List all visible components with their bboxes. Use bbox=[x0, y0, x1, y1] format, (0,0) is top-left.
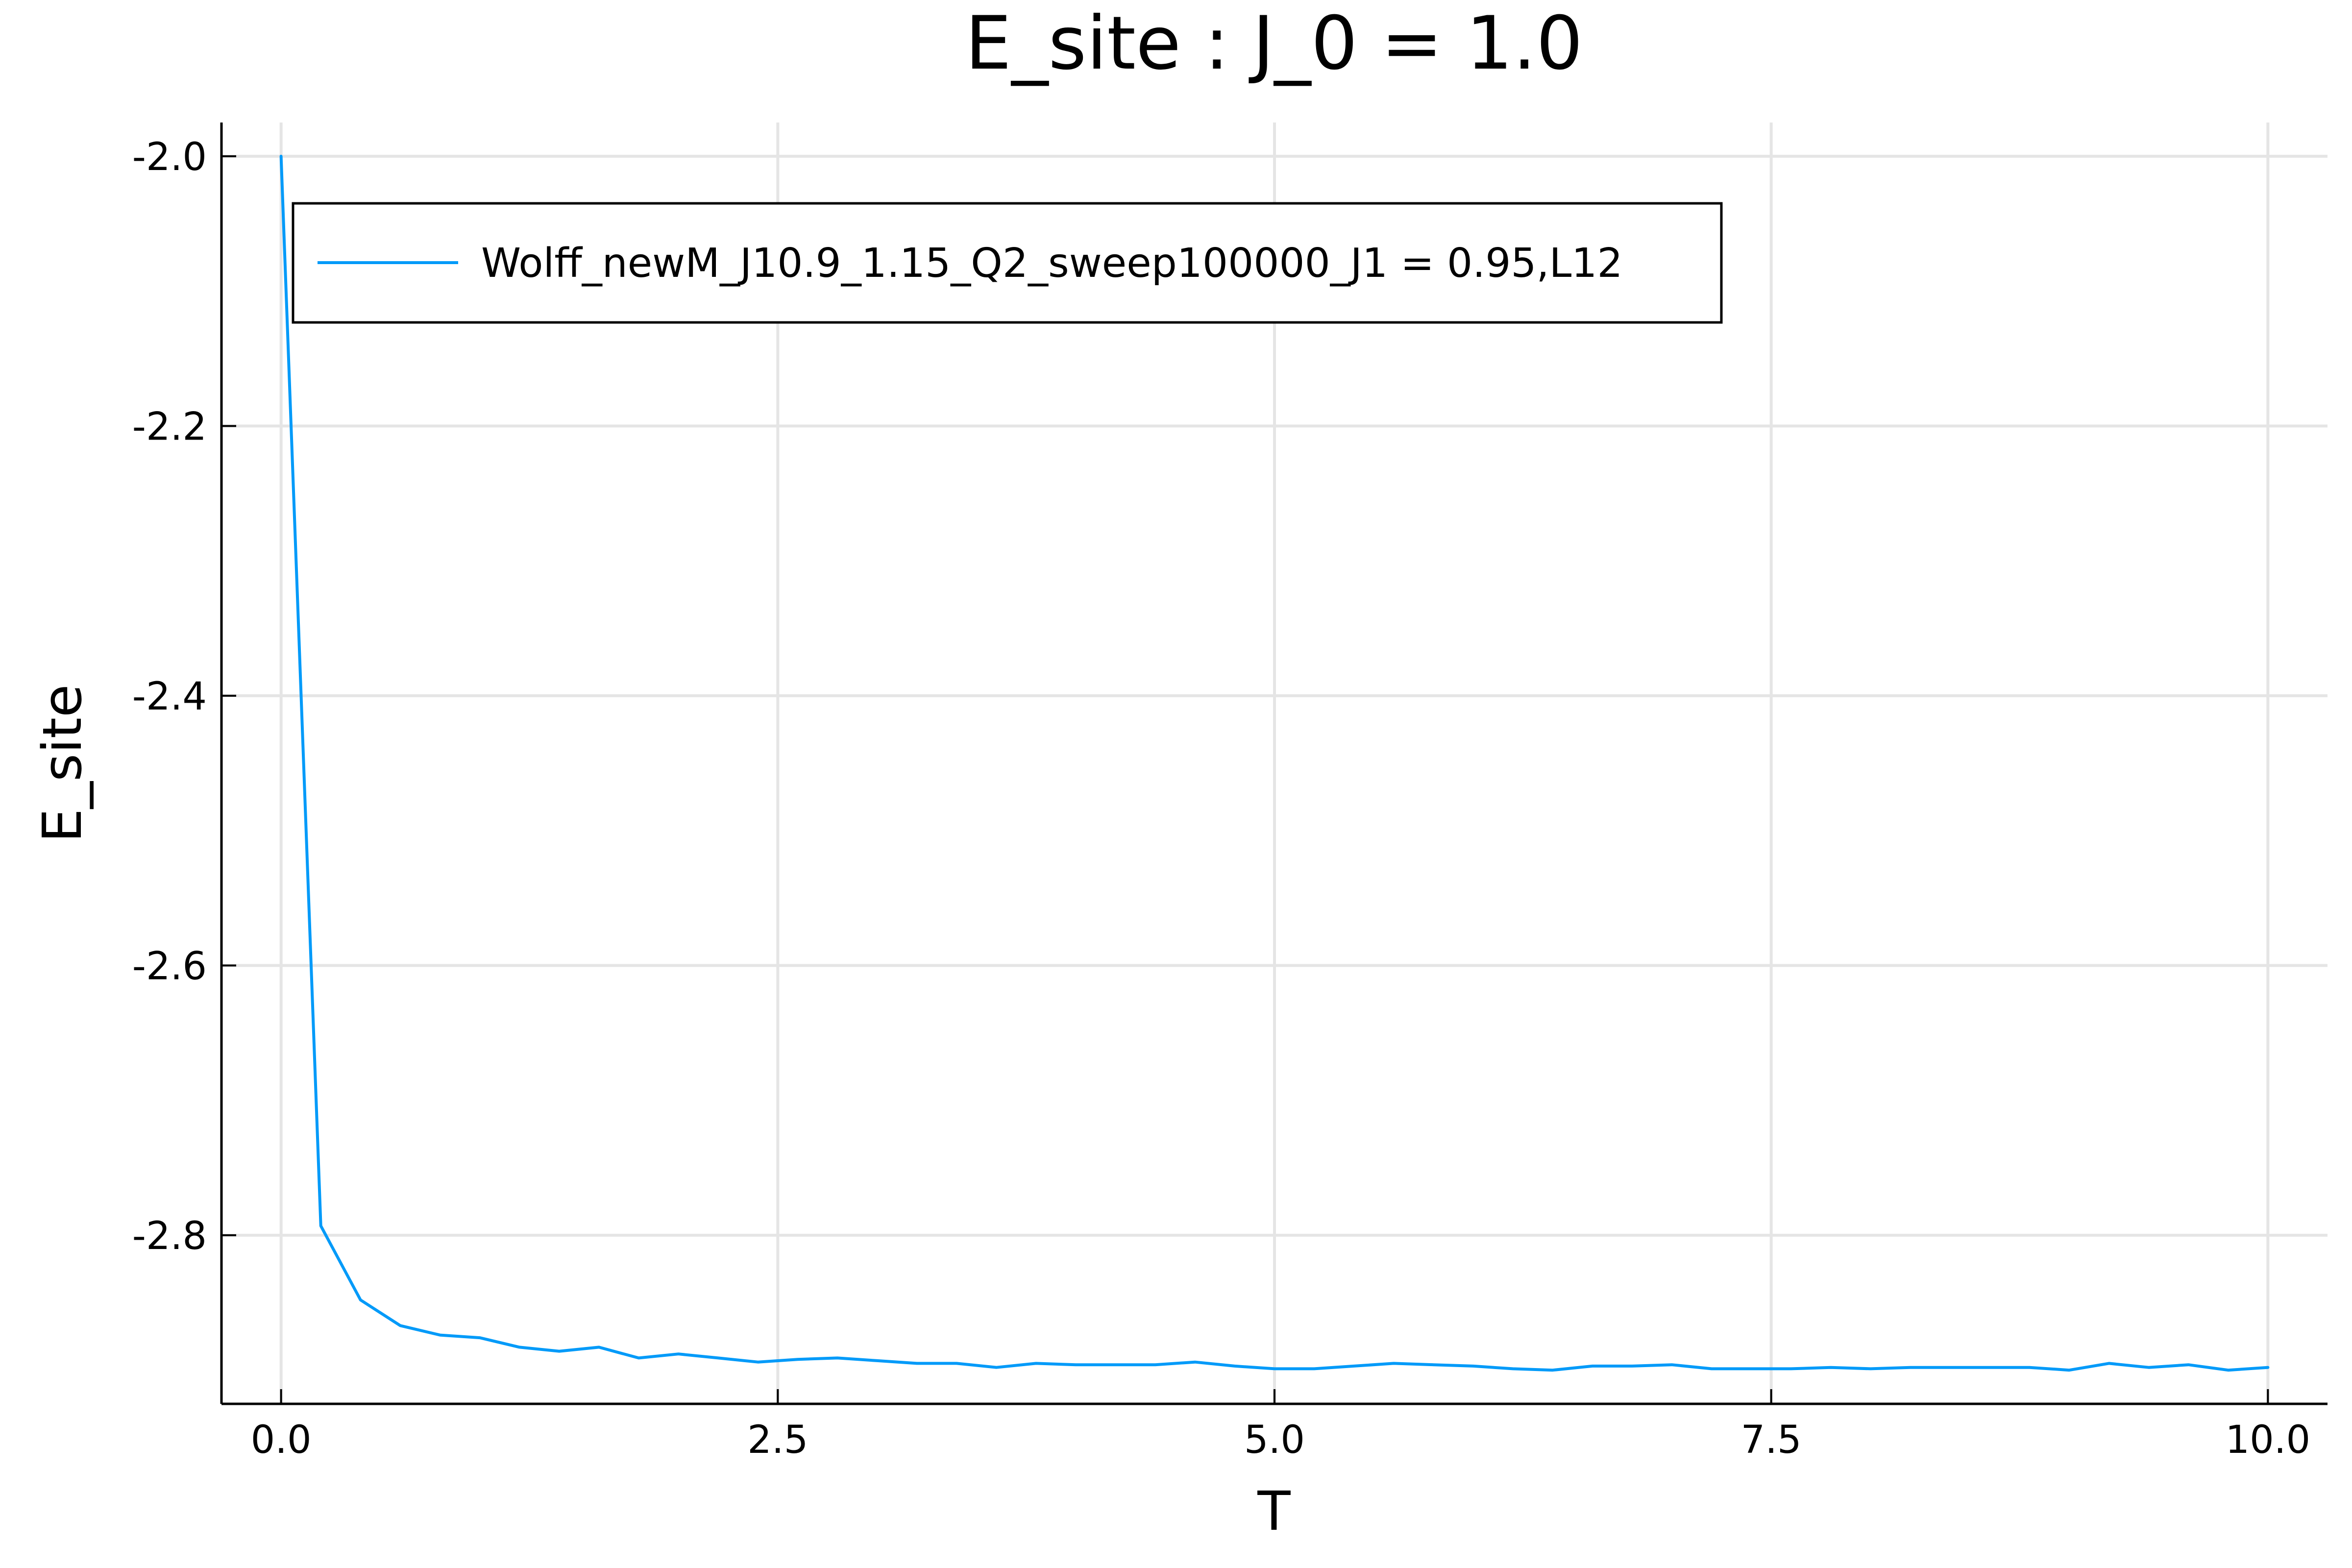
x-tick-label: 7.5 bbox=[1741, 1418, 1802, 1462]
x-axis-label: T bbox=[1257, 1480, 1291, 1543]
series-line bbox=[279, 154, 2270, 1372]
x-tick-label: 5.0 bbox=[1244, 1418, 1305, 1462]
series-layer bbox=[279, 154, 2270, 1372]
legend-label: Wolff_newM_J10.9_1.15_Q2_sweep100000_J1 … bbox=[481, 240, 1623, 287]
legend-box bbox=[292, 202, 1723, 324]
y-tick-label: -2.2 bbox=[132, 405, 207, 449]
grid-lines bbox=[221, 122, 2328, 1404]
y-tick-label: -2.4 bbox=[132, 675, 207, 719]
y-tick-label: -2.8 bbox=[132, 1214, 207, 1258]
chart-title: E_site : J_0 = 1.0 bbox=[965, 1, 1583, 86]
y-axis-label: E_site bbox=[31, 684, 94, 842]
y-tick-label: -2.0 bbox=[132, 135, 207, 179]
x-tick-label: 0.0 bbox=[251, 1418, 312, 1462]
legend: Wolff_newM_J10.9_1.15_Q2_sweep100000_J1 … bbox=[292, 202, 1723, 324]
y-tick-label: -2.6 bbox=[132, 944, 207, 988]
x-tick-label: 2.5 bbox=[747, 1418, 808, 1462]
axis-ticks: 0.0 2.5 5.0 7.5 10.0 -2.0 -2.2 -2.4 -2.6 -2.8 bbox=[132, 135, 2310, 1462]
x-tick-label: 10.0 bbox=[2226, 1418, 2311, 1462]
